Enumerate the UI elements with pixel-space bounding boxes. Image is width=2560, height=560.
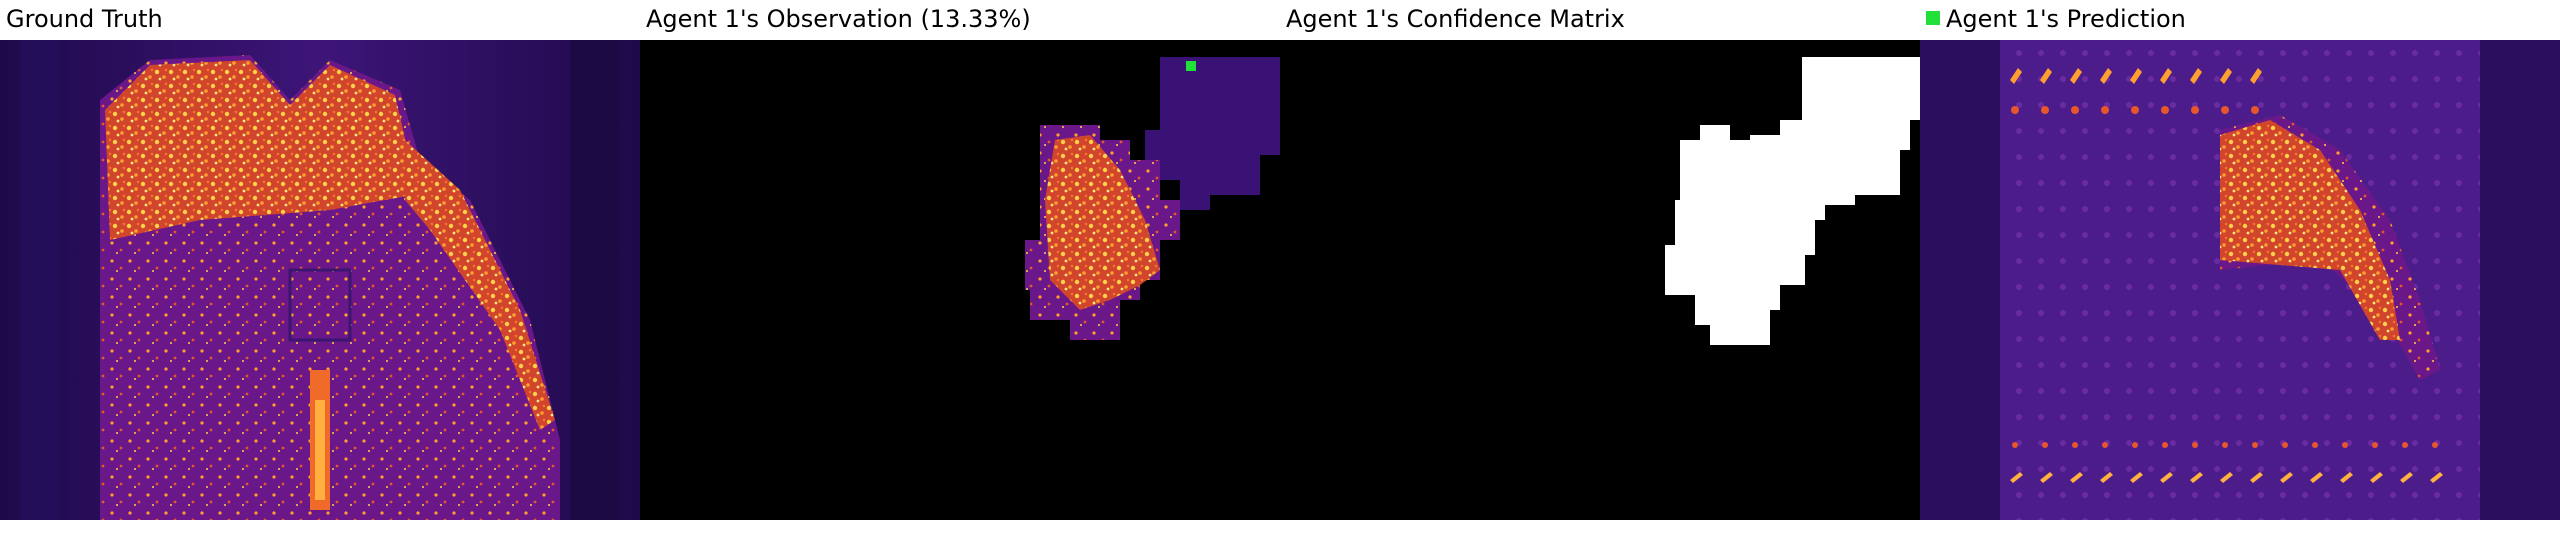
prediction-title: Agent 1's Prediction <box>1926 4 2186 34</box>
observation-title: Agent 1's Observation (13.33%) <box>646 5 1031 33</box>
confidence-title: Agent 1's Confidence Matrix <box>1286 5 1625 33</box>
prediction-image <box>1920 40 2560 520</box>
legend-green-square-icon <box>1926 11 1940 25</box>
prediction-panel: Agent 1's Prediction <box>1920 0 2560 520</box>
confidence-image <box>1280 40 1920 520</box>
observation-panel: Agent 1's Observation (13.33%) <box>640 0 1280 520</box>
ground-truth-image <box>0 40 640 520</box>
confidence-panel: Agent 1's Confidence Matrix <box>1280 0 1920 520</box>
prediction-title-text: Agent 1's Prediction <box>1946 5 2186 33</box>
observation-image <box>640 40 1280 520</box>
ground-truth-panel: Ground Truth <box>0 0 640 520</box>
ground-truth-title: Ground Truth <box>6 5 163 33</box>
observation-marker <box>1186 61 1196 71</box>
